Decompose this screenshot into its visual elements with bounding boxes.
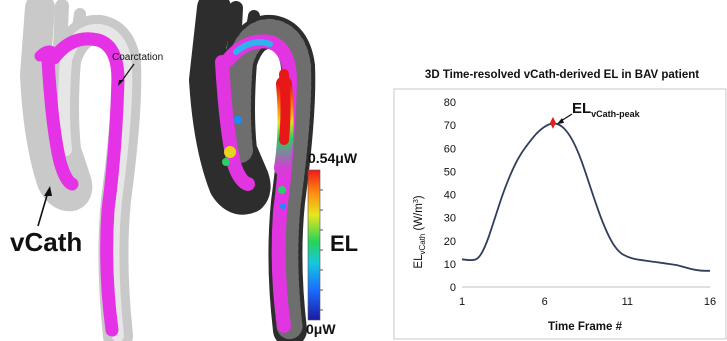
- y-axis-label: ELvCath (W/m3): [413, 195, 427, 268]
- colorbar-min-label: 0μW: [306, 321, 336, 337]
- peak-label-base: EL: [572, 100, 591, 117]
- y-tick-label: 30: [444, 213, 456, 225]
- y-tick-label: 20: [444, 236, 456, 248]
- peak-arrowhead: [557, 118, 564, 124]
- y-tick-label: 80: [444, 97, 456, 109]
- y-tick-label: 0: [450, 282, 456, 294]
- x-tick-label: 11: [622, 296, 633, 308]
- svg-text:ELvCath(W/m3): ELvCath (W/m3): [413, 195, 427, 268]
- y-tick-label: 50: [444, 166, 456, 178]
- y-axis-label-base: EL: [413, 254, 425, 269]
- y-axis-label-unit-close: ): [413, 195, 425, 199]
- colorbar-gradient: [307, 169, 321, 321]
- series-line: [461, 122, 710, 272]
- chart-frame: [393, 88, 727, 340]
- coarctation-arrowhead: [118, 80, 124, 86]
- vcath-label: vCath: [10, 227, 82, 257]
- colorbar-title: EL: [330, 231, 358, 256]
- y-axis-label-unit-open: (W/m: [413, 203, 425, 230]
- vcath-arrow: [37, 191, 49, 227]
- y-tick-label: 40: [444, 190, 456, 202]
- y-axis-label-unit-sup: 3: [413, 199, 420, 203]
- el-colorbar: [307, 169, 323, 321]
- chart-title: 3D Time-resolved vCath-derived EL in BAV…: [425, 69, 699, 81]
- x-tick-label: 16: [704, 296, 716, 308]
- aorta-model-left: [20, 0, 142, 341]
- peak-label: ELvCath-peak: [572, 100, 641, 119]
- peak-marker: [549, 116, 556, 129]
- y-tick-label: 10: [444, 259, 456, 271]
- aorta-model-el-map: [189, 0, 316, 341]
- vcath-arrowhead: [44, 186, 52, 196]
- x-axis-label: Time Frame #: [548, 321, 623, 333]
- peak-label-sub: vCath-peak: [591, 109, 641, 119]
- colorbar-max-label: 0.54μW: [308, 150, 358, 166]
- coarctation-label: Coarctation: [112, 52, 163, 63]
- peak-arrow: [560, 113, 573, 122]
- y-tick-label: 70: [444, 120, 456, 132]
- y-tick-label: 60: [444, 143, 456, 155]
- x-tick-label: 1: [459, 296, 465, 308]
- coarctation-arrow: [120, 63, 135, 83]
- y-axis-label-sub: vCath: [418, 234, 427, 255]
- x-tick-label: 6: [542, 296, 548, 308]
